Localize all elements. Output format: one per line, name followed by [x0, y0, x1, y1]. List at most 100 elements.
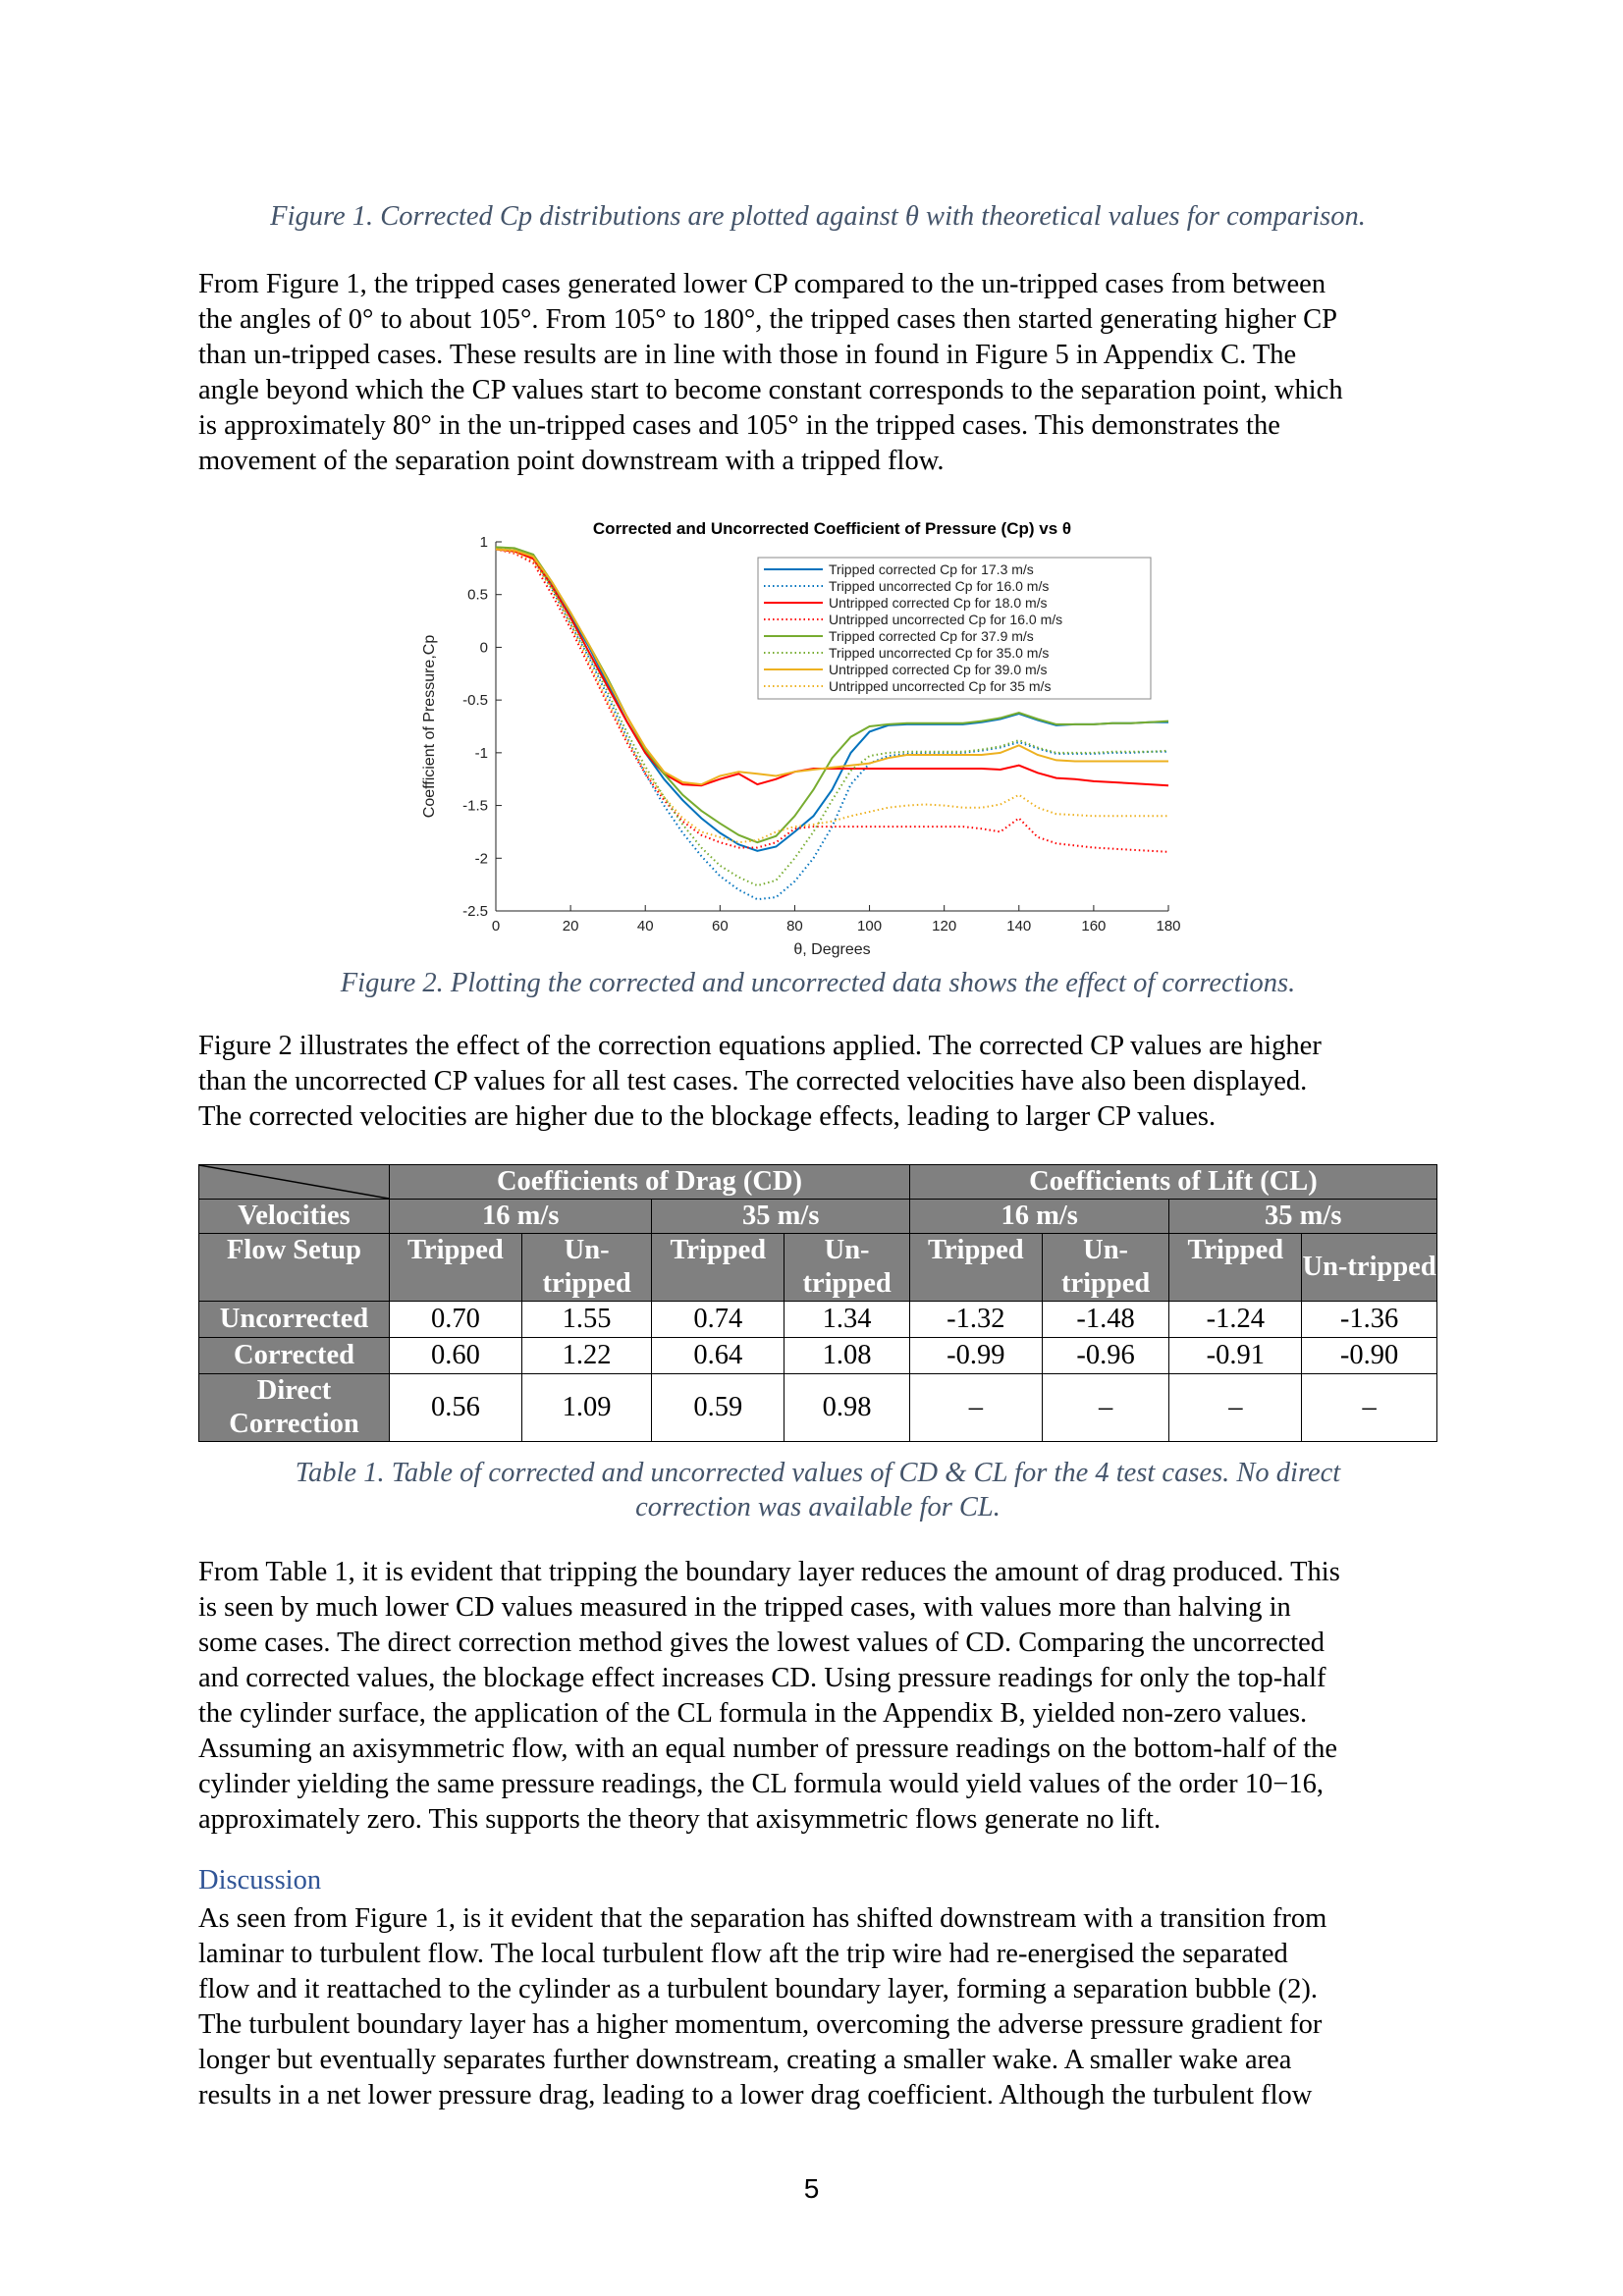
table-cell: 0.60: [389, 1337, 522, 1374]
lift-group-header: Coefficients of Lift (CL): [908, 1164, 1438, 1200]
text-line: approximately zero. This supports the th…: [198, 1804, 1162, 1835]
table-row: Corrected 0.60 1.22 0.64 1.08 -0.99 -0.9…: [198, 1337, 1437, 1374]
text-line: and corrected values, the blockage effec…: [198, 1663, 1326, 1693]
discussion-heading: Discussion: [198, 1865, 322, 1896]
table-row: Uncorrected 0.70 1.55 0.74 1.34 -1.32 -1…: [198, 1301, 1437, 1338]
y-tick-label: -2: [475, 850, 488, 867]
series-line: [495, 548, 1168, 901]
text-line: the angles of 0° to about 105°. From 105…: [198, 304, 1338, 335]
velocity-cell: 16 m/s: [388, 1199, 653, 1234]
text-line: is approximately 80° in the un-tripped c…: [198, 410, 1280, 441]
text-line: The corrected velocities are higher due …: [198, 1101, 1217, 1132]
series-line: [495, 548, 1169, 853]
table-row: Direct Correction 0.56 1.09 0.59 0.98 – …: [198, 1373, 1437, 1442]
row-label: Direct Correction: [198, 1373, 390, 1442]
text-line: some cases. The direct correction method…: [198, 1628, 1325, 1658]
drag-group-header: Coefficients of Drag (CD): [389, 1164, 910, 1200]
x-tick-label: 0: [492, 918, 500, 934]
text-line: movement of the separation point downstr…: [198, 446, 945, 476]
velocity-cell: 35 m/s: [1168, 1199, 1437, 1234]
x-tick-label: 120: [932, 918, 956, 934]
table-cell: -1.32: [908, 1301, 1043, 1338]
table-cell: -0.99: [908, 1337, 1043, 1374]
table-cell: –: [1041, 1373, 1170, 1442]
y-tick-label: -1.5: [462, 798, 488, 815]
legend-entry: Untripped uncorrected Cp for 35 m/s: [829, 678, 1051, 694]
corner-cell: [198, 1164, 390, 1200]
coefficients-table: Coefficients of Drag (CD) Coefficients o…: [198, 1164, 1438, 1442]
x-tick-label: 140: [1006, 918, 1031, 934]
table-cell: 1.08: [784, 1337, 910, 1374]
x-tick-label: 20: [563, 918, 579, 934]
table-cell: 1.34: [784, 1301, 910, 1338]
table-cell: 1.09: [520, 1373, 653, 1442]
velocities-row: Velocities 16 m/s 35 m/s 16 m/s 35 m/s: [198, 1199, 1437, 1234]
text-line: than un-tripped cases. These results are…: [198, 340, 1297, 370]
figure-1-caption: Figure 1. Corrected Cp distributions are…: [198, 199, 1437, 234]
table-cell: -0.90: [1301, 1337, 1437, 1374]
text-line: Figure 2 illustrates the effect of the c…: [198, 1031, 1322, 1061]
x-tick-label: 80: [786, 918, 803, 934]
table-caption-line: Table 1. Table of corrected and uncorrec…: [295, 1458, 1341, 1488]
paragraph-figure-1: From Figure 1, the tripped cases generat…: [198, 267, 1437, 479]
flow-setup-cell: Un-tripped: [520, 1233, 653, 1302]
figure-1-caption-text: Figure 1. Corrected Cp distributions are…: [270, 201, 1366, 232]
flow-setup-cell: Un-tripped: [784, 1233, 910, 1302]
flow-setup-label: Flow Setup: [198, 1233, 390, 1302]
legend-box: [757, 557, 1152, 700]
flow-setup-row: Flow Setup Tripped Un-tripped Tripped Un…: [198, 1233, 1437, 1302]
table-cell: –: [908, 1373, 1043, 1442]
table-cell: -0.91: [1168, 1337, 1303, 1374]
y-tick-label: 0.5: [467, 587, 488, 604]
velocities-label: Velocities: [198, 1199, 390, 1234]
table-cell: –: [1301, 1373, 1437, 1442]
text-line: laminar to turbulent flow. The local tur…: [198, 1939, 1288, 1969]
text-line: cylinder yielding the same pressure read…: [198, 1769, 1324, 1799]
legend-entry: Tripped uncorrected Cp for 35.0 m/s: [829, 645, 1049, 661]
text-line: Assuming an axisymmetric flow, with an e…: [198, 1734, 1338, 1764]
y-axis-label: Coefficient of Pressure,Cp: [421, 635, 438, 819]
y-tick-label: 1: [480, 534, 488, 551]
row-label: Corrected: [198, 1337, 390, 1374]
x-tick-label: 160: [1081, 918, 1106, 934]
x-tick-label: 180: [1156, 918, 1180, 934]
series-line: [495, 546, 1169, 887]
table-cell: 0.98: [784, 1373, 910, 1442]
text-line: than the uncorrected CP values for all t…: [198, 1066, 1308, 1096]
table-cell: 0.59: [651, 1373, 785, 1442]
legend-entry: Tripped uncorrected Cp for 16.0 m/s: [829, 578, 1049, 594]
table-cell: 0.70: [389, 1301, 522, 1338]
table-caption-line: correction was available for CL.: [635, 1492, 1001, 1522]
table-cell: –: [1168, 1373, 1303, 1442]
cp-vs-theta-chart: 0 20 40 60 80 100 120 140 160 180 1 0.5 0 -0.5 -1 -1.5 -…: [421, 519, 1181, 958]
x-tick-label: 60: [712, 918, 729, 934]
flow-setup-cell: Un-tripped: [1041, 1233, 1170, 1302]
series-line: [495, 548, 1168, 786]
figure-2-caption: Figure 2. Plotting the corrected and unc…: [198, 966, 1437, 1000]
page-number: 5: [803, 2173, 820, 2204]
velocity-cell: 35 m/s: [651, 1199, 910, 1234]
y-tick-label: -1: [475, 745, 488, 762]
text-line: the cylinder surface, the application of…: [198, 1698, 1308, 1729]
table-cell: 0.74: [651, 1301, 785, 1338]
series-line: [495, 548, 1168, 852]
table-cell: 1.22: [520, 1337, 653, 1374]
table-cell: -0.96: [1041, 1337, 1170, 1374]
legend-entry: Tripped corrected Cp for 17.3 m/s: [829, 561, 1034, 577]
chart-title: Corrected and Uncorrected Coefficient of…: [593, 519, 1071, 538]
table-cell: -1.36: [1301, 1301, 1437, 1338]
text-line: As seen from Figure 1, is it evident tha…: [198, 1903, 1327, 1934]
paragraph-discussion: As seen from Figure 1, is it evident tha…: [198, 1901, 1437, 2113]
flow-setup-cell: Tripped: [651, 1233, 785, 1302]
series-line: [495, 548, 1168, 844]
text-line: results in a net lower pressure drag, le…: [198, 2080, 1313, 2110]
y-tick-label: -0.5: [462, 692, 488, 709]
x-tick-label: 40: [637, 918, 654, 934]
velocity-cell: 16 m/s: [908, 1199, 1170, 1234]
table-cell: -1.48: [1041, 1301, 1170, 1338]
flow-setup-cell: Tripped: [1168, 1233, 1303, 1302]
table-cell: -1.24: [1168, 1301, 1303, 1338]
text-line: angle beyond which the CP values start t…: [198, 375, 1343, 405]
text-line: The turbulent boundary layer has a highe…: [198, 2009, 1323, 2040]
flow-setup-cell: Tripped: [389, 1233, 522, 1302]
